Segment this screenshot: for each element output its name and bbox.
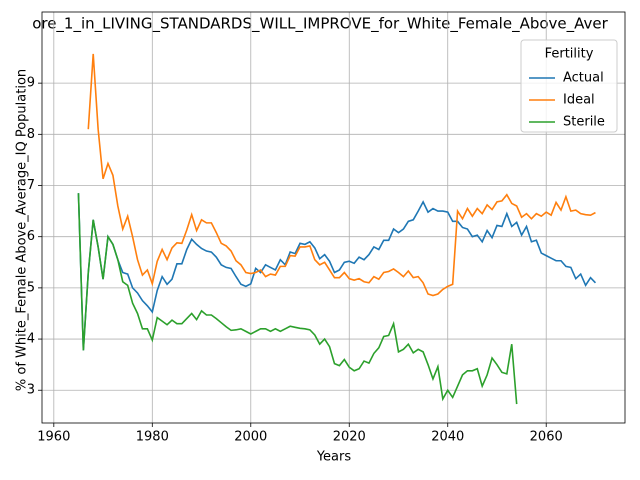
plot-frame <box>41 11 626 424</box>
y-axis-label: % of White_Female Above_Average_IQ Popul… <box>15 69 30 391</box>
y-tick-label: 5 <box>27 280 35 295</box>
series-line <box>87 53 596 297</box>
legend-label: Ideal <box>563 93 595 108</box>
x-tick-label: 2000 <box>234 430 267 445</box>
y-tick-label: 4 <box>27 332 35 347</box>
legend-label: Actual <box>563 71 604 86</box>
x-tick-label: 2060 <box>530 430 563 445</box>
y-tick-label: 9 <box>27 76 35 91</box>
x-tick-label: 1980 <box>136 430 169 445</box>
series-line <box>77 193 518 405</box>
y-tick-label: 3 <box>27 383 35 398</box>
y-tick-label: 6 <box>27 229 35 244</box>
y-tick-label: 7 <box>27 178 35 193</box>
x-tick-label: 2040 <box>431 430 464 445</box>
legend-box <box>520 39 618 133</box>
x-axis-label: Years <box>316 450 352 465</box>
chart-title: ore_1_in_LIVING_STANDARDS_WILL_IMPROVE_f… <box>32 15 608 34</box>
x-tick-label: 2020 <box>333 430 366 445</box>
legend-title: Fertility <box>545 47 594 62</box>
legend-label: Sterile <box>563 115 605 130</box>
series-line <box>77 193 597 351</box>
y-tick-label: 8 <box>27 127 35 142</box>
x-tick-label: 1960 <box>37 430 70 445</box>
